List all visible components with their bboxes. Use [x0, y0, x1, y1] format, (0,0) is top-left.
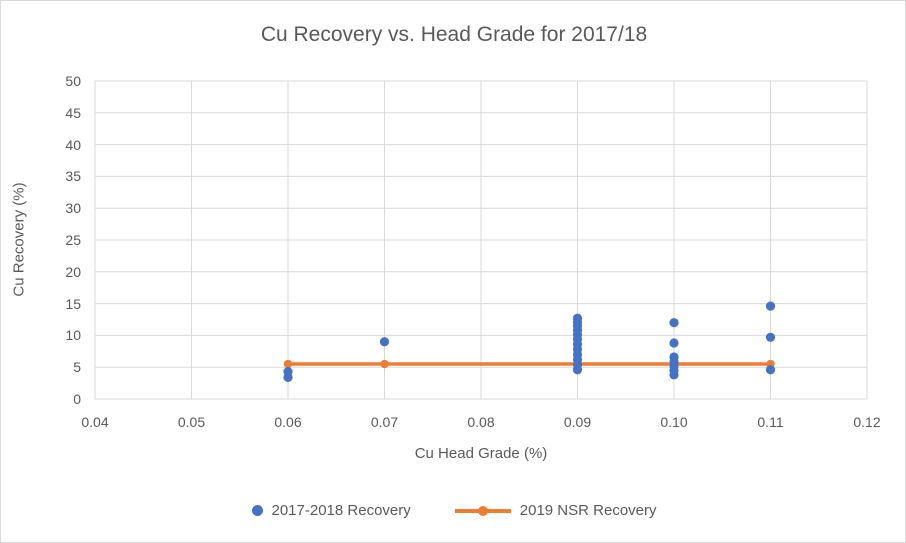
x-tick-label: 0.10: [660, 414, 688, 430]
y-tick-label: 15: [65, 295, 81, 312]
chart-title: Cu Recovery vs. Head Grade for 2017/18: [260, 23, 648, 46]
line-marker-icon: [454, 505, 511, 517]
legend-label: 2017-2018 Recovery: [271, 502, 411, 519]
y-tick-label: 0: [73, 391, 81, 407]
y-tick-label: 10: [65, 327, 81, 344]
y-tick-label: 25: [65, 232, 81, 248]
y-tick-label: 50: [65, 73, 81, 89]
x-tick-label: 0.04: [81, 414, 109, 430]
y-tick-label: 5: [73, 359, 81, 376]
x-tick-label: 0.07: [370, 414, 399, 430]
x-tick-label: 0.11: [757, 414, 784, 430]
y-tick-label: 30: [65, 200, 81, 217]
y-tick-label: 35: [65, 168, 81, 185]
legend-item-2017-2018-recovery: 2017-2018 Recovery: [251, 502, 411, 519]
scatter-marker-icon: [251, 505, 263, 516]
x-tick-label: 0.12: [853, 414, 881, 430]
x-tick-label: 0.06: [274, 414, 302, 430]
x-axis-title: Cu Head Grade (%): [414, 445, 548, 462]
y-axis-title: Cu Recovery (%): [10, 182, 28, 297]
legend-label: 2019 NSR Recovery: [519, 502, 657, 519]
y-tick-label: 20: [65, 263, 81, 280]
y-tick-label: 40: [65, 136, 81, 153]
x-tick-label: 0.08: [467, 414, 495, 430]
legend-item-2019-nsr-recovery: 2019 NSR Recovery: [454, 502, 657, 519]
legend: 2017-2018 Recovery 2019 NSR Recovery: [1, 502, 905, 519]
x-tick-label: 0.05: [177, 414, 206, 430]
x-tick-label: 0.09: [563, 414, 592, 430]
y-tick-label: 45: [65, 104, 81, 121]
